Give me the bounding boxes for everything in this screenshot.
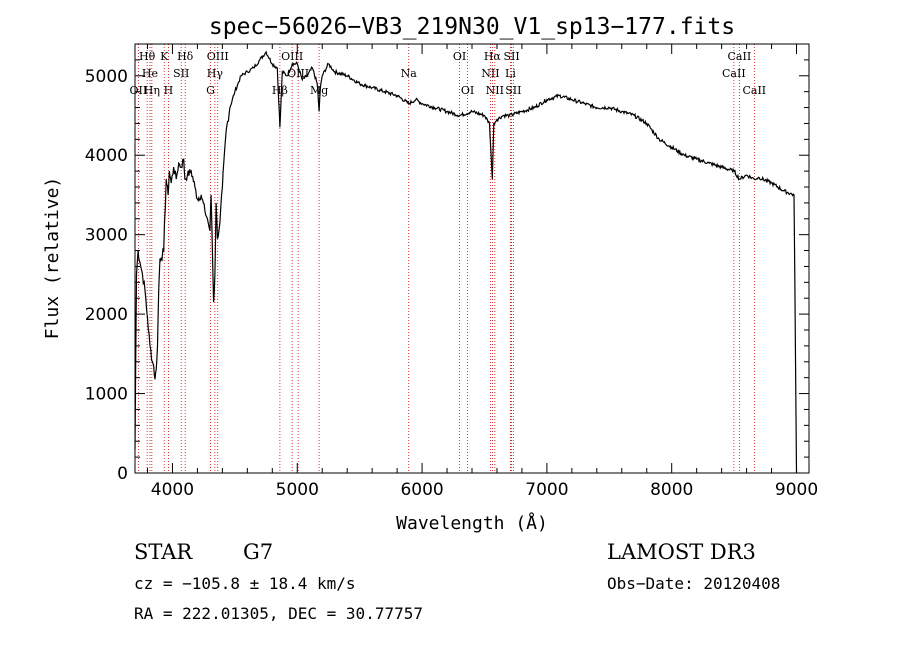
spectral-line-label: Hδ: [177, 50, 194, 63]
y-tick-label: 5000: [85, 67, 128, 87]
spectral-line-label: H: [164, 84, 174, 97]
spectral-line-label: Na: [401, 67, 418, 80]
spectral-line-label: G: [206, 84, 215, 97]
spectral-line-label: Hα: [484, 50, 502, 63]
spectral-line-label: OI: [461, 84, 474, 97]
y-tick-label: 0: [117, 464, 128, 484]
spectral-line-label: SII: [173, 67, 189, 80]
x-tick-label: 6000: [400, 480, 443, 500]
spectral-line-label: NII: [481, 67, 499, 80]
spectral-line-label: SII: [505, 84, 521, 97]
survey-name: LAMOST DR3: [607, 540, 756, 564]
x-tick-label: 7000: [525, 480, 568, 500]
y-axis-label: Flux (relative): [42, 177, 63, 340]
spectral-line-label: CaII: [722, 67, 746, 80]
spectral-line-label: SII: [503, 50, 519, 63]
y-tick-label: 3000: [85, 226, 128, 246]
y-tick-label: 2000: [85, 305, 128, 325]
redshift-velocity: cz = −105.8 ± 18.4 km/s: [134, 574, 356, 593]
spectral-line-label: Hη: [144, 84, 160, 97]
y-tick-label: 4000: [85, 146, 128, 166]
spectral-line-label: OIII: [287, 67, 309, 80]
observation-date: Obs−Date: 20120408: [607, 574, 781, 593]
spectral-line-label: K: [160, 50, 169, 63]
x-axis-label: Wavelength (Å): [396, 512, 548, 534]
x-tick-label: 4000: [151, 480, 194, 500]
spectrum-series-line: [134, 50, 798, 474]
spectral-line-label: He: [142, 67, 158, 80]
object-class: STAR: [134, 540, 193, 564]
spectral-line-label: CaII: [742, 84, 766, 97]
y-tick-label: 1000: [85, 385, 128, 405]
spectral-line-label: OIII: [207, 50, 229, 63]
spectral-line-label: CaII: [728, 50, 752, 63]
x-tick-label: 8000: [650, 480, 693, 500]
chart-title: spec−56026−VB3_219N30_V1_sp13−177.fits: [209, 14, 735, 40]
spectral-line-label: NII: [486, 84, 504, 97]
ra-dec-coordinates: RA = 222.01305, DEC = 30.77757: [134, 604, 423, 623]
spectral-line-label: OIII: [281, 50, 303, 63]
spectral-line-label: OII: [130, 84, 148, 97]
spectral-line-label: Li: [505, 67, 516, 80]
spectral-line-label: Hγ: [207, 67, 224, 80]
spectral-line-label: Hθ: [139, 50, 156, 63]
spectral-line-label: Mg: [310, 84, 328, 97]
plot-frame: [134, 43, 810, 474]
spectral-line-label: Hβ: [272, 84, 288, 97]
plot-axes: [134, 43, 810, 474]
axis-ticks: 4000 5000 6000 7000 8000 9000 0 1000 2000 3000 400…: [85, 44, 818, 500]
spectral-line-markers: [137, 44, 755, 473]
x-tick-label: 5000: [276, 480, 319, 500]
x-tick-label: 9000: [775, 480, 818, 500]
object-subclass: G7: [243, 540, 274, 564]
spectral-line-label: OI: [453, 50, 466, 63]
